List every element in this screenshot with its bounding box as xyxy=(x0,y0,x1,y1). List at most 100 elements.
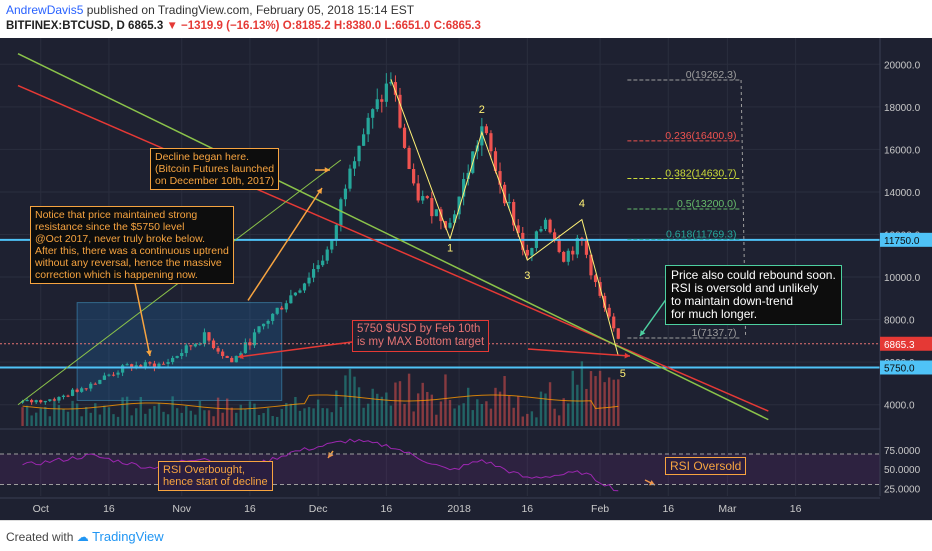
volume-bar xyxy=(103,405,106,426)
tradingview-brand[interactable]: TradingView xyxy=(92,529,164,544)
candle-body xyxy=(498,171,502,185)
volume-bar xyxy=(576,384,579,426)
volume-bar xyxy=(312,408,315,426)
volume-bar xyxy=(385,392,388,426)
candle-body xyxy=(589,254,593,276)
price-tick-label: 14000.0 xyxy=(884,188,921,199)
candle-body xyxy=(116,372,120,375)
time-tick-label: 16 xyxy=(381,503,393,515)
arrow-to-range-head xyxy=(146,350,152,356)
candle-body xyxy=(111,374,116,376)
candle-body xyxy=(357,145,361,162)
candle-body xyxy=(189,345,193,347)
candle-body xyxy=(343,188,348,200)
volume-bar xyxy=(407,373,411,426)
last-price: 6865.3 xyxy=(128,20,164,32)
volume-bar xyxy=(485,401,488,426)
candle-body xyxy=(553,232,557,241)
volume-bar xyxy=(121,397,124,426)
candle-body xyxy=(507,201,511,204)
symbol-name: BITFINEX:BTCUSD, D xyxy=(6,20,125,32)
time-tick-label: Mar xyxy=(718,503,737,515)
volume-bar xyxy=(344,375,347,426)
time-tick-label: 16 xyxy=(790,503,802,515)
arrow-target-left-head xyxy=(238,353,244,360)
volume-bar xyxy=(457,405,461,426)
candle-body xyxy=(330,239,334,250)
candle-body xyxy=(157,363,161,368)
candle-body xyxy=(130,364,134,369)
arrow-decline-head xyxy=(324,167,330,173)
volume-bar xyxy=(248,401,252,426)
fib-label: 0.236(16400.9) xyxy=(665,130,736,142)
candle-body xyxy=(452,214,457,223)
volume-bar xyxy=(148,408,152,426)
volume-bar xyxy=(48,416,52,426)
time-tick-label: 2018 xyxy=(447,503,471,515)
candle-body xyxy=(362,134,366,146)
price-axis-bg xyxy=(880,38,932,520)
elliott-label-5: 5 xyxy=(620,368,626,380)
volume-bar xyxy=(244,409,247,426)
chart-area[interactable]: 1 2 3 4 5 0(19262.3) 0.236(16400.9) 0.382(14630… xyxy=(0,38,932,520)
volume-bar xyxy=(603,382,606,426)
arrow-to-range xyxy=(134,282,151,357)
tag-11750-bg xyxy=(880,232,932,247)
volume-bar xyxy=(376,393,379,426)
volume-bar xyxy=(153,405,156,426)
fib-label: 0.382(14630.7) xyxy=(665,168,736,180)
candle-body xyxy=(352,161,357,169)
time-tick-label: 16 xyxy=(244,503,256,515)
candle-body xyxy=(84,388,88,390)
volume-bar xyxy=(139,396,142,426)
annotation-decline: Decline began here. (Bitcoin Futures lau… xyxy=(150,148,280,190)
candle-body xyxy=(225,355,229,358)
rsi-tick-label: 75.0000 xyxy=(884,446,921,457)
volume-bar xyxy=(394,382,397,426)
candle-body xyxy=(307,277,311,284)
candle-body xyxy=(43,400,47,403)
tag-5750-bg xyxy=(880,360,932,375)
candle-body xyxy=(525,249,529,256)
volume-bar xyxy=(403,403,406,426)
candle-body xyxy=(252,332,257,346)
volume-bar xyxy=(225,398,229,426)
tag-5750: 5750.0 xyxy=(884,363,915,374)
annotation-rebound: Price also could rebound soon. RSI is ov… xyxy=(665,265,842,325)
elliott-label-1: 1 xyxy=(447,243,453,255)
volume-bar xyxy=(326,408,329,426)
candle-body xyxy=(107,374,111,376)
elliott-label-2: 2 xyxy=(479,104,485,116)
volume-bar xyxy=(125,396,129,426)
candle-body xyxy=(125,364,129,366)
candle-body xyxy=(339,199,343,226)
candle-body xyxy=(66,395,70,397)
candle-body xyxy=(480,126,484,146)
candle-body xyxy=(139,365,143,367)
volume-bar xyxy=(194,414,197,426)
candle-body xyxy=(143,362,147,367)
volume-bar xyxy=(421,382,424,426)
author-link[interactable]: AndrewDavis5 xyxy=(6,3,84,17)
candle-body xyxy=(607,307,611,317)
candle-body xyxy=(580,237,584,239)
volume-bar xyxy=(175,408,179,426)
created-with: Created with ☁ TradingView xyxy=(6,529,164,544)
candle-body xyxy=(311,269,316,278)
candle-body xyxy=(584,238,589,255)
candle-body xyxy=(316,265,320,270)
volume-bar xyxy=(498,391,502,426)
volume-bar xyxy=(530,411,534,426)
candle-body xyxy=(512,201,516,226)
candle-body xyxy=(371,109,375,118)
volume-bar xyxy=(471,410,474,426)
candle-body xyxy=(239,353,243,356)
volume-bar xyxy=(544,393,547,426)
volume-bar xyxy=(216,397,220,426)
volume-bar xyxy=(371,388,374,426)
volume-bar xyxy=(398,381,402,426)
rsi-tick-label: 50.0000 xyxy=(884,465,921,476)
tag-last-bg xyxy=(880,336,932,351)
annotation-rsi-overbought: RSI Overbought, hence start of decline xyxy=(158,461,273,491)
arrow-target-right xyxy=(527,348,631,357)
